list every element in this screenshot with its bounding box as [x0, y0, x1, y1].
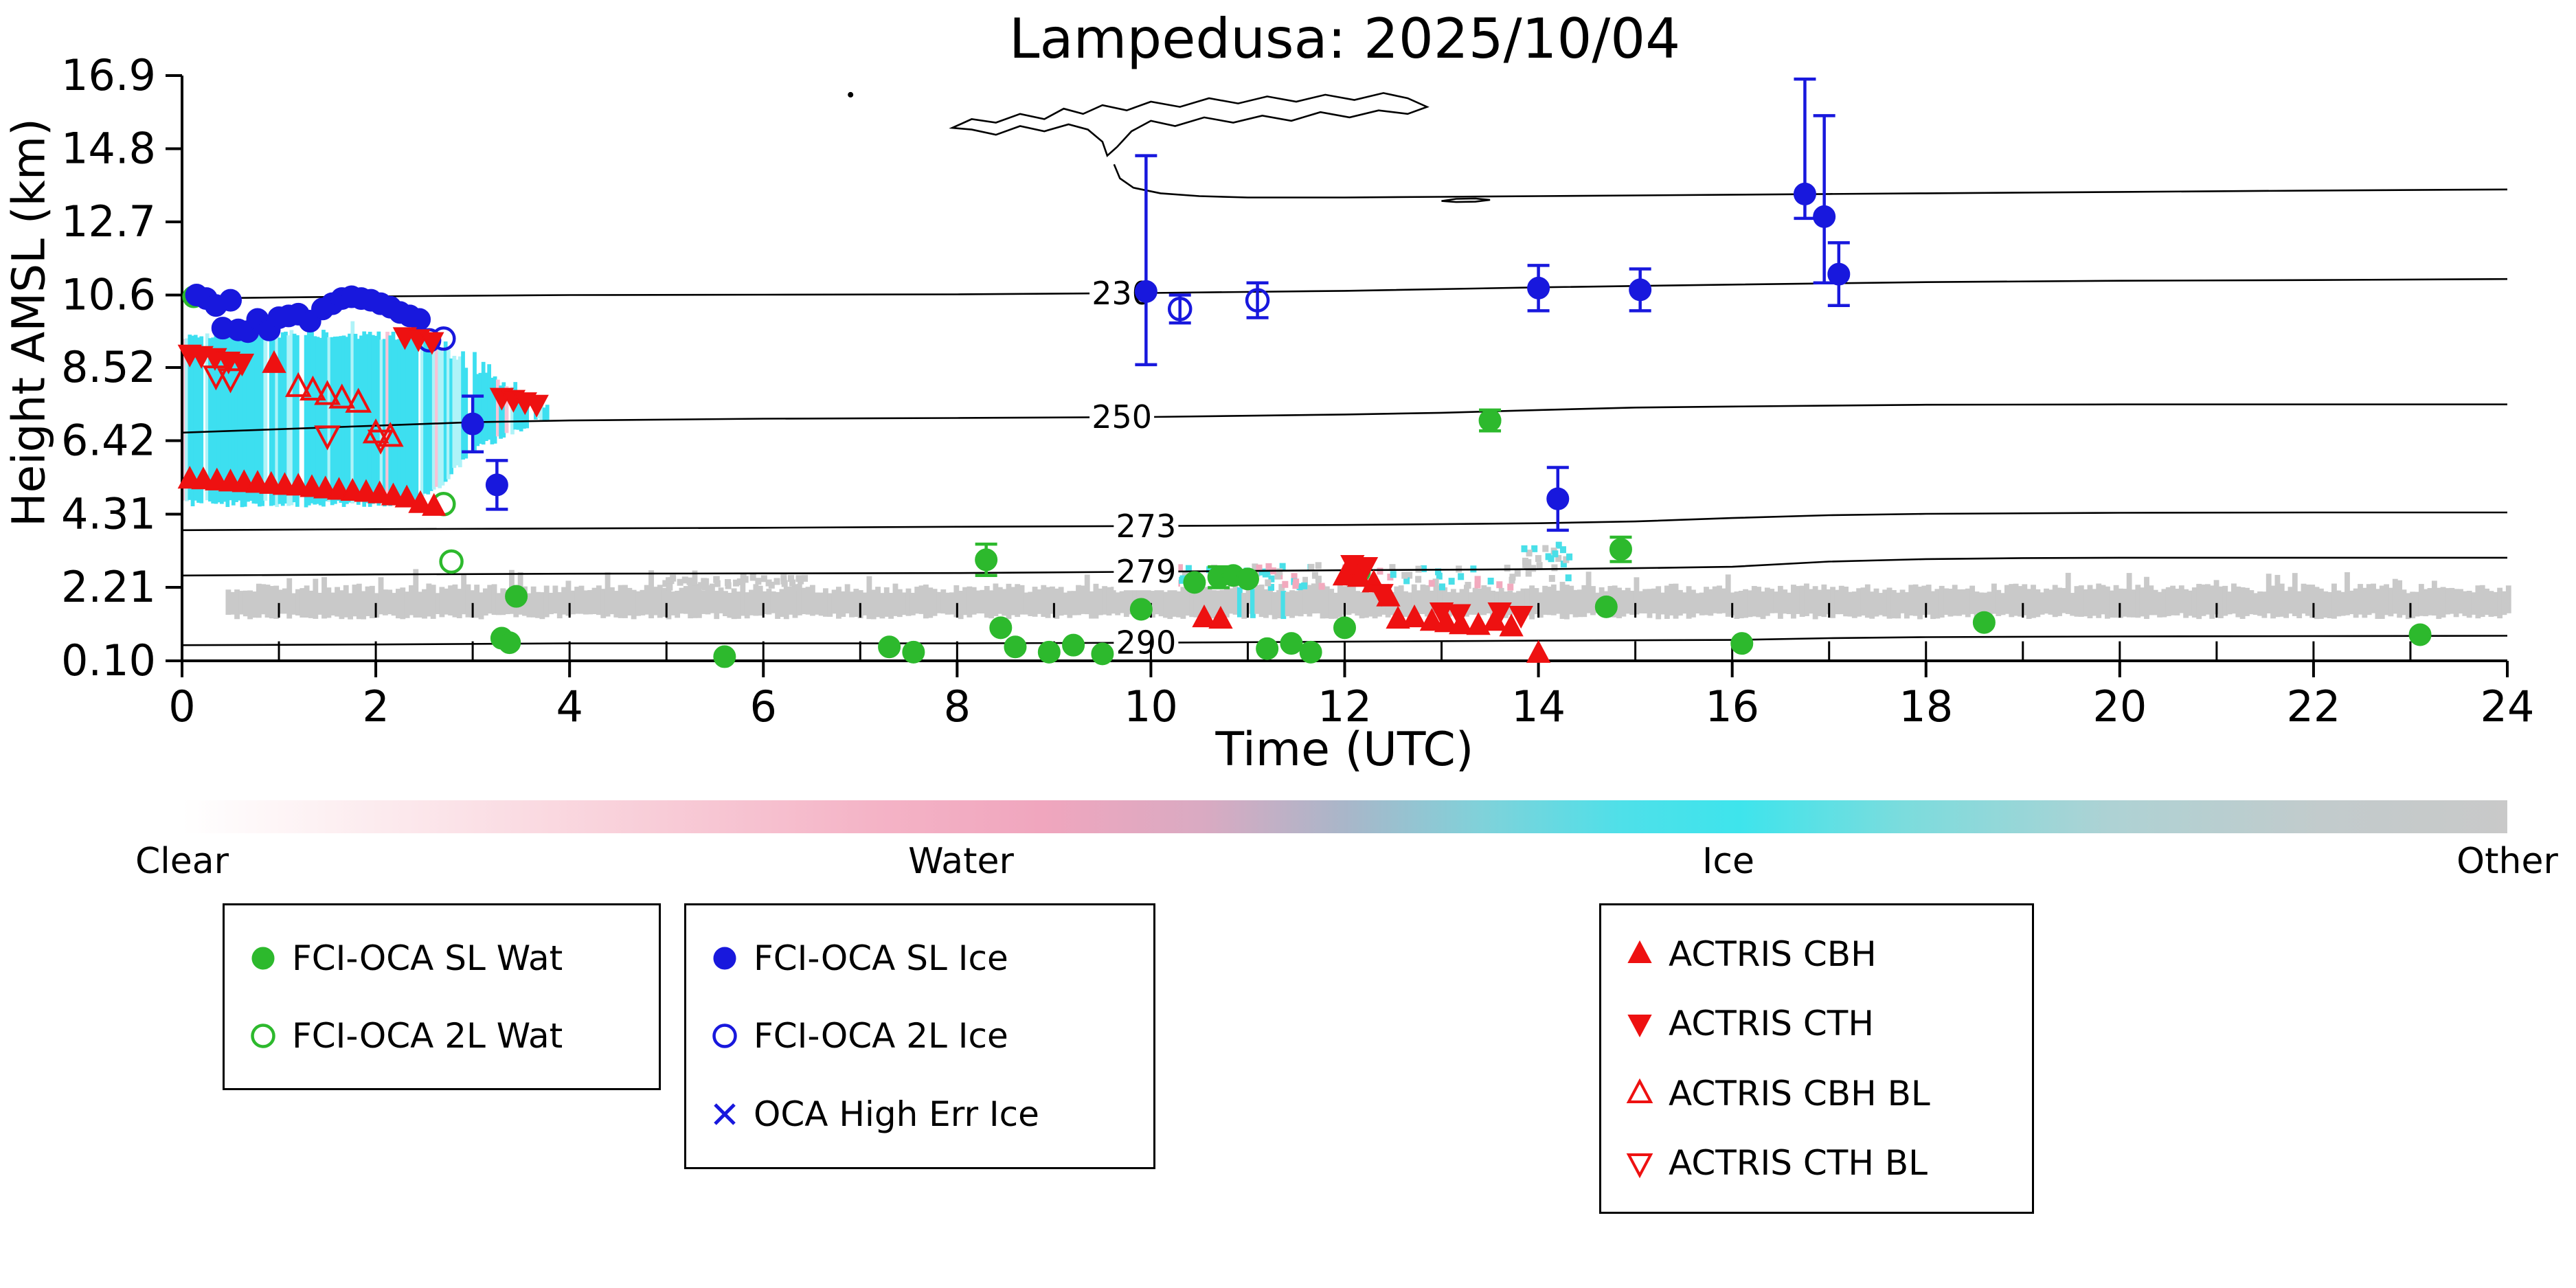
legend-item-fci-oca-2l-wat: FCI-OCA 2L Wat — [244, 1016, 640, 1056]
y-tick-label: 4.31 — [61, 488, 156, 539]
isotherm-line — [181, 278, 2508, 300]
y-tick-label: 10.6 — [61, 270, 156, 320]
x-tick-label: 12 — [1318, 681, 1372, 732]
y-tick-label: 0.10 — [61, 635, 156, 686]
series-actris-cbh — [177, 350, 1551, 663]
legend-marker-x-open-icon — [714, 1103, 736, 1125]
legend-box-water: FCI-OCA SL Wat FCI-OCA 2L Wat — [223, 903, 661, 1090]
legend-box-actris: ACTRIS CBH ACTRIS CTH ACTRIS CBH BL ACTRIS … — [1599, 903, 2034, 1214]
legend-box-ice: FCI-OCA SL Ice FCI-OCA 2L Ice OCA High Err… — [684, 903, 1155, 1169]
isotherm-line — [1441, 197, 1491, 203]
legend-item-label: ACTRIS CTH — [1669, 1004, 1874, 1044]
x-tick-label: 6 — [750, 681, 777, 732]
axes: 0 2 4 6 8 10 12 14 16 18 20 22 240.102.214.316.428.5… — [61, 50, 2535, 732]
isotherm-label: 290 — [1116, 624, 1176, 662]
legend-item-label: OCA High Err Ice — [754, 1094, 1039, 1135]
x-tick-label: 14 — [1511, 681, 1566, 732]
colorbar-label-clear: Clear — [135, 841, 229, 882]
legend-item-oca-high-err-ice: OCA High Err Ice — [705, 1094, 1134, 1134]
x-tick-label: 8 — [944, 681, 971, 732]
series-actris-cth-bl — [203, 365, 394, 455]
legend-marker-triangle-up-filled-icon — [1627, 940, 1652, 963]
isotherm-label: 273 — [1116, 508, 1176, 545]
x-tick-label: 16 — [1705, 681, 1759, 732]
legend-item-actris-cth: ACTRIS CTH — [1620, 1004, 2013, 1043]
x-tick-label: 0 — [168, 681, 195, 732]
legend-item-label: FCI-OCA SL Wat — [292, 938, 563, 978]
colorbar-label-other: Other — [2456, 841, 2558, 882]
legend-item-label: ACTRIS CTH BL — [1669, 1143, 1928, 1184]
isotherm-line — [181, 635, 2508, 646]
lidar-gray-band — [225, 569, 2511, 620]
chart-title: Lampedusa: 2025/10/04 — [1008, 7, 1681, 71]
x-tick-label: 22 — [2286, 681, 2340, 732]
x-tick-label: 4 — [556, 681, 583, 732]
x-axis-label: Time (UTC) — [1215, 723, 1474, 777]
legend-marker-circle-open-icon — [712, 1024, 737, 1049]
contour-dot — [848, 91, 854, 98]
y-tick-label: 14.8 — [61, 124, 156, 174]
legend-item-label: FCI-OCA SL Ice — [754, 938, 1008, 978]
x-tick-label: 18 — [1899, 681, 1953, 732]
isotherm-line — [181, 556, 2507, 577]
series-actris-cbh-bl — [284, 372, 404, 447]
y-tick-label: 6.42 — [61, 415, 156, 465]
legend-item-label: FCI-OCA 2L Ice — [754, 1016, 1008, 1057]
y-tick-label: 8.52 — [61, 342, 156, 392]
legend-item-fci-oca-sl-wat: FCI-OCA SL Wat — [244, 938, 640, 978]
y-tick-label: 2.21 — [61, 562, 156, 612]
colorbar-label-ice: Ice — [1702, 841, 1754, 882]
legend-marker-circle-filled-icon — [713, 947, 736, 970]
isotherm-label: 279 — [1116, 553, 1176, 590]
x-tick-label: 10 — [1124, 681, 1178, 732]
legend-item-fci-oca-sl-ice: FCI-OCA SL Ice — [705, 938, 1134, 978]
y-tick-label: 12.7 — [61, 196, 156, 247]
colorbar-label-water: Water — [908, 841, 1014, 882]
x-tick-label: 24 — [2481, 681, 2535, 732]
legend-item-label: ACTRIS CBH BL — [1669, 1073, 1930, 1114]
lidar-target-colorbar — [182, 800, 2507, 833]
legend-marker-circle-open-icon — [251, 1023, 275, 1048]
isotherm-label: 250 — [1092, 398, 1152, 436]
series-actris-cth — [177, 327, 1533, 629]
lidar-ice-region — [182, 321, 550, 508]
x-tick-label: 2 — [362, 681, 389, 732]
legend-marker-circle-filled-icon — [251, 947, 275, 969]
legend-item-actris-cbh: ACTRIS CBH — [1620, 934, 2013, 974]
x-tick-label: 20 — [2092, 681, 2147, 732]
legend-item-actris-cbh-bl: ACTRIS CBH BL — [1620, 1074, 2013, 1114]
legend-marker-triangle-down-filled-icon — [1627, 1015, 1652, 1038]
legend-item-label: ACTRIS CBH — [1669, 934, 1877, 974]
y-tick-label: 16.9 — [61, 50, 156, 100]
legend-item-fci-oca-2l-ice: FCI-OCA 2L Ice — [705, 1016, 1134, 1056]
legend-marker-triangle-down-open-icon — [1626, 1153, 1653, 1179]
legend-marker-triangle-up-open-icon — [1626, 1078, 1653, 1103]
isotherm-line — [181, 511, 2507, 532]
legend-item-actris-cth-bl: ACTRIS CTH BL — [1620, 1143, 2013, 1183]
isotherm-line — [949, 92, 1430, 157]
legend-item-label: FCI-OCA 2L Wat — [292, 1015, 563, 1056]
hour-ticks-inside — [278, 602, 2412, 661]
isotherm-line — [181, 403, 2507, 434]
series-fci-oca-sl-ice — [185, 77, 1851, 532]
